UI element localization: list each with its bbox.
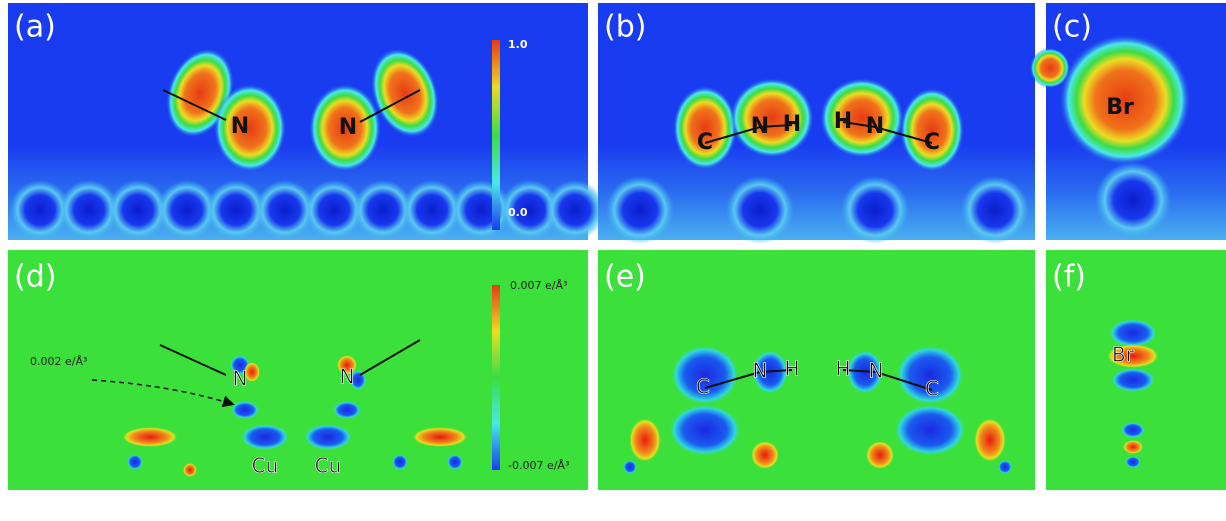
panel-b: [598, 3, 1035, 244]
colorbar: [492, 40, 500, 230]
atom-label: H: [784, 357, 799, 381]
panel-c: [1030, 3, 1226, 240]
density: [1059, 34, 1191, 166]
density: [673, 86, 737, 170]
density: [371, 48, 439, 138]
atom-label: Cu: [252, 454, 279, 478]
colorbar-max: 0.007 e/Å³: [510, 279, 567, 292]
atom-label: C: [924, 130, 940, 155]
atom-label: C: [925, 377, 939, 401]
atom-label: N: [340, 365, 355, 389]
bond: [162, 89, 227, 121]
annotation: 0.002 e/Å³: [30, 355, 87, 368]
panel-label: (c): [1052, 10, 1092, 45]
substrate: [10, 180, 605, 240]
density: [214, 84, 286, 172]
panel-f: [1046, 250, 1226, 490]
atom-label: C: [697, 130, 713, 155]
atom-label: N: [753, 359, 768, 383]
panel-label: (e): [604, 260, 646, 295]
atom-label: H: [835, 357, 850, 381]
atom-label: N: [233, 367, 248, 391]
atom-label: N: [869, 359, 884, 383]
atom-label: N: [866, 114, 884, 139]
atom-label: H: [783, 112, 801, 137]
colorbar-min: 0.0: [508, 206, 528, 219]
bond: [359, 89, 421, 123]
panel-label: (f): [1052, 260, 1086, 295]
atom-label: N: [339, 115, 357, 140]
atom-label: Br: [1106, 95, 1134, 120]
panel-label: (a): [14, 10, 56, 45]
panel-e: [598, 250, 1035, 490]
density: [900, 88, 964, 172]
panel-label: (d): [14, 260, 56, 295]
panel-label: (b): [604, 10, 646, 45]
density: [309, 84, 381, 172]
atom-label: N: [751, 114, 769, 139]
colorbar-max: 1.0: [508, 38, 528, 51]
colorbar: [492, 285, 500, 470]
atom-label: Cu: [315, 454, 342, 478]
colorbar-min: -0.007 e/Å³: [508, 459, 569, 472]
atom-label: H: [834, 109, 852, 134]
panel-d: [8, 250, 588, 490]
density: [820, 78, 904, 158]
atom-label: C: [696, 375, 710, 399]
atom-label: N: [231, 114, 249, 139]
panel-a: [8, 3, 605, 240]
density: [730, 78, 814, 158]
atom-label: Br: [1112, 343, 1135, 367]
